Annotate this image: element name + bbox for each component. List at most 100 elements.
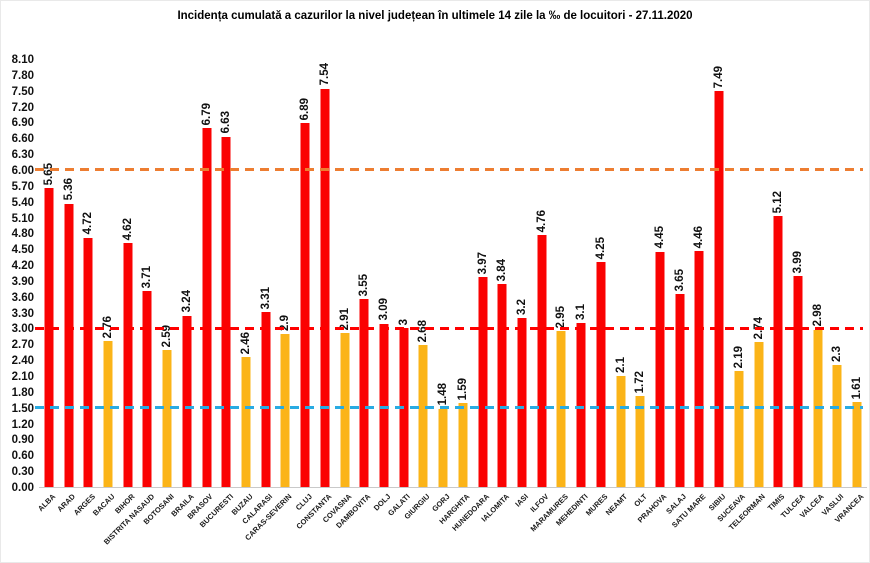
bar-group: 2.74 <box>749 60 769 487</box>
y-axis-tick-label: 3.30 <box>11 307 34 320</box>
bar-value-label: 6.79 <box>200 102 213 126</box>
chart-title: Incidența cumulată a cazurilor la nivel … <box>177 10 693 22</box>
y-axis-tick-label: 8.10 <box>11 54 34 66</box>
bar-group: 4.46 <box>690 60 710 487</box>
bar-group: 2.91 <box>335 60 355 487</box>
bar-value-label: 4.25 <box>594 237 607 260</box>
bar-group: 6.89 <box>295 60 315 487</box>
y-axis-tick-label: 5.10 <box>11 212 34 225</box>
bar-group: 6.79 <box>197 60 217 487</box>
y-axis-tick-label: 7.20 <box>11 101 34 114</box>
bar-value-label: 3.65 <box>673 268 686 292</box>
bar-value-label: 1.48 <box>437 383 450 406</box>
bar-value-label: 2.19 <box>732 345 745 369</box>
bar-value-label: 2.1 <box>614 357 627 374</box>
bar-neamt <box>616 376 626 487</box>
bar-prahova <box>655 251 665 487</box>
bar-bacau <box>103 341 113 487</box>
bar-value-label: 3.2 <box>515 298 528 315</box>
bar-group: 5.36 <box>59 60 79 487</box>
bar-group: 2.1 <box>611 60 631 487</box>
y-axis-tick-label: 1.80 <box>11 386 34 399</box>
bar-ialomita <box>497 284 507 487</box>
bar-group: 7.49 <box>709 60 729 487</box>
bar-group: 3.71 <box>138 60 158 487</box>
bar-value-label: 3 <box>397 319 410 326</box>
bar-value-label: 6.63 <box>220 111 233 134</box>
bar-sibiu <box>714 91 724 487</box>
bar-group: 3.65 <box>670 60 690 487</box>
bar-group: 3.84 <box>492 60 512 487</box>
bar-group: 1.72 <box>630 60 650 487</box>
bar-value-label: 4.46 <box>693 225 706 249</box>
bar-bistrita-nasaud <box>142 290 152 487</box>
y-axis-tick-label: 7.80 <box>11 69 34 82</box>
plot-area: 5.65 5.36 4.722.764.62 3.712.593.24 6.79 6.63… <box>35 60 867 488</box>
bar-botosani <box>162 350 172 487</box>
bar-group: 2.76 <box>98 60 118 487</box>
y-axis-tick-label: 3.00 <box>11 323 34 336</box>
bar-value-label: 2.68 <box>417 320 430 343</box>
bar-value-label: 1.59 <box>456 377 469 400</box>
bar-value-label: 2.95 <box>555 305 568 329</box>
bar-group: 3.09 <box>374 60 394 487</box>
bar-group: 2.68 <box>414 60 434 487</box>
bar-group: 3.99 <box>788 60 808 487</box>
bar-group: 3.24 <box>177 60 197 487</box>
bar-value-label: 3.97 <box>476 251 489 275</box>
y-axis-tick-label: 4.50 <box>11 244 34 257</box>
bar-bihor <box>123 242 133 487</box>
bar-dolj <box>379 323 389 487</box>
bar-vaslui <box>832 365 842 487</box>
x-axis-label: ALBA <box>36 492 58 514</box>
bar-bucuresti <box>221 136 231 487</box>
y-axis-tick-label: 4.80 <box>11 228 34 241</box>
x-axis: ALBA ARAD ARGES BACAU BIHOR BISTRITA NASAUD BO… <box>36 490 867 562</box>
y-axis-tick-label: 1.20 <box>11 418 34 431</box>
y-axis-tick-label: 0.60 <box>11 450 34 463</box>
bar-value-label: 4.62 <box>121 217 134 240</box>
bar-group: 4.25 <box>591 60 611 487</box>
bar-group: 5.65 <box>39 60 59 487</box>
bar-covasna <box>340 333 350 487</box>
bar-mehedinti <box>576 323 586 487</box>
bar-group: 5.12 <box>768 60 788 487</box>
reference-line-6.00 <box>35 168 863 172</box>
bar-cluj <box>300 122 310 487</box>
bar-group: 3.1 <box>571 60 591 487</box>
y-axis-tick-label: 5.70 <box>11 180 34 193</box>
bar-value-label: 2.46 <box>239 331 252 355</box>
y-axis-tick-label: 7.50 <box>11 85 34 98</box>
bar-harghita <box>458 403 468 487</box>
y-axis-tick-label: 0.90 <box>11 434 34 447</box>
bar-group: 4.45 <box>650 60 670 487</box>
bar-value-label: 7.49 <box>713 65 726 89</box>
bar-timis <box>773 216 783 487</box>
x-axis-label: IASI <box>513 492 531 509</box>
bar-group: 4.62 <box>118 60 138 487</box>
y-axis-tick-label: 2.40 <box>11 355 34 368</box>
bar-value-label: 5.65 <box>42 163 55 186</box>
bar-value-label: 3.71 <box>141 265 154 288</box>
bar-value-label: 6.89 <box>299 97 312 120</box>
bar-alba <box>44 188 54 487</box>
bar-olt <box>635 396 645 487</box>
bar-teleorman <box>754 342 764 487</box>
bar-hunedoara <box>478 277 488 487</box>
bar-value-label: 2.98 <box>811 304 824 327</box>
y-axis-tick-label: 2.10 <box>11 371 34 384</box>
y-axis-tick-label: 0.30 <box>11 466 34 479</box>
bar-giurgiu <box>418 345 428 487</box>
y-axis-tick-label: 3.90 <box>11 275 34 288</box>
bar-value-label: 1.61 <box>851 376 864 399</box>
y-axis-tick-label: 4.20 <box>11 260 34 273</box>
bar-vrancea <box>852 401 862 487</box>
bar-group: 7.54 <box>315 60 335 487</box>
bar-value-label: 3.84 <box>496 258 509 282</box>
bar-value-label: 5.12 <box>772 191 785 214</box>
y-axis-tick-label: 2.70 <box>11 339 34 352</box>
bar-group: 2.59 <box>157 60 177 487</box>
bar-group: 4.72 <box>78 60 98 487</box>
y-axis-tick-label: 6.90 <box>11 117 34 130</box>
